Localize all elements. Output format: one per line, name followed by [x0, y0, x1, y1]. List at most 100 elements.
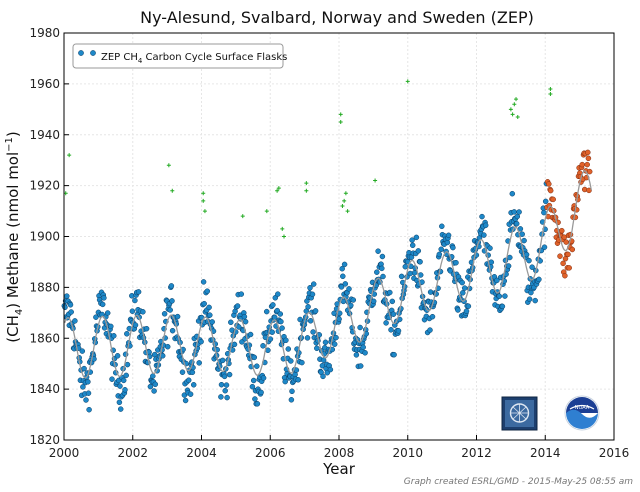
flask-point	[505, 263, 512, 269]
flask-point	[167, 307, 173, 313]
flask-point	[272, 295, 279, 301]
flask-point	[274, 307, 280, 314]
flask-point	[169, 327, 176, 334]
flagged-point	[338, 112, 343, 117]
flask-point	[187, 391, 194, 397]
flask-point	[267, 336, 274, 342]
flask-point	[62, 304, 68, 311]
flagged-point	[514, 97, 519, 102]
flask-point	[523, 251, 530, 258]
flask-point	[309, 291, 316, 298]
flask-point	[185, 377, 192, 383]
preliminary-point	[546, 181, 552, 187]
flask-point	[67, 302, 74, 308]
flagged-point	[548, 86, 553, 91]
flask-point	[207, 312, 213, 318]
flask-point	[357, 363, 364, 369]
flask-point	[117, 406, 124, 412]
flask-point	[234, 303, 241, 309]
legend: ZEP CH4 Carbon Cycle Surface Flasks	[72, 43, 287, 69]
flask-point	[83, 397, 89, 403]
flask-point	[320, 357, 327, 363]
flask-point	[289, 388, 295, 395]
flask-point	[521, 237, 527, 244]
x-tick-label: 2012	[461, 446, 492, 460]
flask-point	[415, 248, 422, 254]
x-tick-label: 2010	[392, 446, 423, 460]
flask-point	[461, 285, 468, 291]
flask-point	[312, 308, 319, 314]
flask-point	[250, 377, 257, 384]
flask-point	[260, 375, 267, 381]
preliminary-point	[557, 253, 563, 259]
flask-point	[305, 304, 311, 310]
flagged-point	[373, 178, 378, 183]
flask-point	[340, 273, 346, 280]
flagged-point	[343, 191, 348, 196]
flask-point	[383, 320, 389, 326]
trend-line	[64, 170, 592, 379]
flask-point	[168, 283, 175, 289]
flask-point	[201, 300, 207, 307]
flagged-point	[338, 120, 343, 125]
flask-point	[85, 379, 91, 385]
flask-point	[417, 259, 423, 265]
flask-point	[278, 318, 284, 325]
preliminary-point	[586, 168, 593, 175]
flask-point	[395, 328, 402, 334]
flask-point	[123, 372, 129, 379]
x-axis-label: Year	[322, 460, 356, 478]
flask-point	[238, 291, 245, 297]
flask-point	[529, 264, 535, 270]
flask-point	[285, 346, 292, 352]
flagged-point	[275, 188, 280, 193]
flask-point	[120, 377, 127, 384]
flask-point	[140, 309, 146, 315]
preliminary-point	[547, 187, 554, 194]
flask-point	[436, 251, 443, 258]
flask-point	[164, 343, 171, 350]
flagged-point	[170, 188, 175, 193]
flask-point	[499, 303, 506, 310]
flask-point	[218, 394, 224, 400]
flask-point	[439, 223, 445, 230]
flask-point	[482, 222, 489, 229]
flask-point	[221, 373, 228, 380]
flask-point	[124, 361, 131, 368]
flask-point	[150, 373, 156, 379]
flask-point	[132, 322, 139, 328]
y-tick-label: 1980	[29, 26, 60, 40]
flask-point	[314, 345, 320, 352]
flask-point	[496, 293, 503, 299]
flask-point	[161, 311, 168, 317]
flask-point	[174, 313, 181, 320]
y-tick-label: 1840	[29, 382, 60, 396]
flask-point	[459, 279, 465, 286]
flask-point	[151, 351, 158, 358]
flagged-point	[342, 198, 347, 203]
flask-point	[310, 329, 316, 335]
x-tick-label: 2016	[599, 446, 630, 460]
flagged-point	[201, 191, 206, 196]
flask-point	[370, 298, 377, 305]
flask-point	[277, 311, 284, 317]
flask-point	[322, 339, 329, 346]
preliminary-point	[550, 196, 556, 203]
preliminary-point	[586, 187, 592, 194]
flask-point	[275, 291, 281, 297]
flask-point	[269, 329, 275, 335]
flask-point	[228, 319, 234, 326]
legend-marker-2	[90, 50, 96, 56]
flask-point	[488, 259, 495, 265]
flask-point	[350, 297, 357, 303]
flask-point	[189, 369, 196, 376]
flask-point	[494, 277, 500, 284]
flask-point	[357, 324, 363, 331]
flask-point	[389, 298, 396, 305]
flask-point	[374, 269, 380, 275]
flagged-point	[201, 198, 206, 203]
preliminary-point	[569, 246, 576, 253]
flask-point	[516, 209, 522, 215]
flask-point	[196, 360, 202, 366]
flask-point	[342, 281, 349, 287]
